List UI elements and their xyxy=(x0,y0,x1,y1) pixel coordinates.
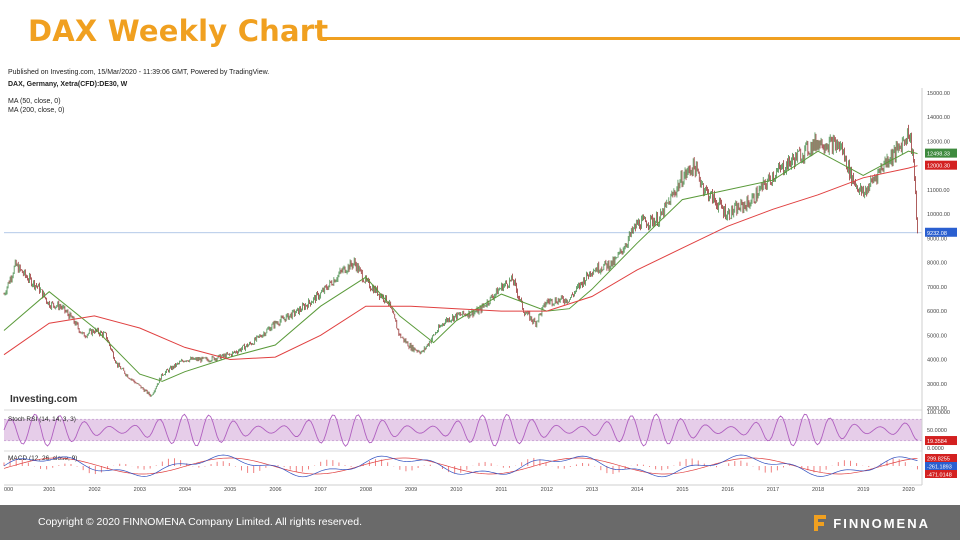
finnomena-logo-icon xyxy=(814,515,827,531)
brand: FINNOMENA xyxy=(812,513,930,533)
x-tick-label: 2018 xyxy=(812,487,824,493)
title-rule xyxy=(318,37,960,40)
y-tick-label: 6000.00 xyxy=(927,309,947,315)
macd-value-label: -471.0148 xyxy=(927,473,952,479)
x-tick-label: 2008 xyxy=(360,487,372,493)
y-tick-label: 8000.00 xyxy=(927,261,947,267)
ma50-line xyxy=(3,150,918,382)
y-tick-label: 9000.00 xyxy=(927,236,947,242)
macd-label: MACD (12, 26, close, 9) xyxy=(8,455,77,462)
x-tick-label: 2001 xyxy=(43,487,55,493)
y-tick-label: 15000.00 xyxy=(927,91,950,97)
ma50-price-label-bg xyxy=(925,148,957,158)
x-tick-label: 2010 xyxy=(450,487,462,493)
last-price-label: 9232.08 xyxy=(927,231,947,237)
x-tick-label: 2015 xyxy=(676,487,688,493)
investing-watermark: Investing.com xyxy=(10,394,77,405)
copyright-text: Copyright © 2020 FINNOMENA Company Limit… xyxy=(38,516,363,528)
x-tick-label: 2009 xyxy=(405,487,417,493)
slide-title: DAX Weekly Chart xyxy=(28,14,329,48)
y-tick-label: 2000.00 xyxy=(927,406,947,412)
x-tick-label: 2002 xyxy=(88,487,100,493)
footer-bar: Copyright © 2020 FINNOMENA Company Limit… xyxy=(0,505,960,540)
y-tick-label: 4000.00 xyxy=(927,358,947,364)
ma50-legend: MA (50, close, 0) xyxy=(8,98,61,105)
x-tick-label: 2020 xyxy=(902,487,914,493)
y-tick-label: 11000.00 xyxy=(927,188,950,194)
price-candles xyxy=(3,124,918,397)
stoch-tick-label: 0.0000 xyxy=(927,446,944,452)
stoch-rsi-line xyxy=(3,413,918,447)
x-tick-label: 2006 xyxy=(269,487,281,493)
y-tick-label: 7000.00 xyxy=(927,285,947,291)
price-chart: Published on Investing.com, 15/Mar/2020 … xyxy=(3,69,957,493)
y-tick-label: 3000.00 xyxy=(927,382,947,388)
macd-value-bg xyxy=(925,462,957,470)
stoch-rsi-label: Stoch RSI (14, 14, 3, 3) xyxy=(8,416,76,423)
x-tick-label: 2013 xyxy=(586,487,598,493)
x-tick-label: 000 xyxy=(4,487,13,493)
ma200-legend: MA (200, close, 0) xyxy=(8,107,64,114)
x-tick-label: 2004 xyxy=(179,487,191,493)
macd-line xyxy=(3,454,918,478)
ma50-price-label: 12498.33 xyxy=(927,152,950,158)
x-tick-label: 2019 xyxy=(857,487,869,493)
ma200-line xyxy=(3,165,918,361)
stoch-last-bg xyxy=(925,436,957,446)
macd-value-label: 299.8255 xyxy=(927,457,950,463)
y-tick-label: 10000.00 xyxy=(927,212,950,218)
last-price-label-bg xyxy=(925,227,957,237)
stoch-tick-label: 100.0000 xyxy=(927,410,950,416)
ma200-price-label: 12000.30 xyxy=(927,164,950,170)
macd-value-bg xyxy=(925,470,957,478)
x-tick-label: 2005 xyxy=(224,487,236,493)
brand-name: FINNOMENA xyxy=(833,515,930,531)
x-tick-label: 2016 xyxy=(722,487,734,493)
macd-value-bg xyxy=(925,454,957,462)
y-tick-label: 13000.00 xyxy=(927,139,950,145)
stoch-last-label: 19.3584 xyxy=(927,439,947,445)
x-tick-label: 2017 xyxy=(767,487,779,493)
y-tick-label: 5000.00 xyxy=(927,333,947,339)
stoch-tick-label: 50.0000 xyxy=(927,428,947,434)
oscillator-panes: Stoch RSI (14, 14, 3, 3) 100.0000 50.0000 0… xyxy=(3,409,957,479)
x-tick-label: 2012 xyxy=(541,487,553,493)
stoch-band xyxy=(4,419,922,441)
x-tick-label: 2014 xyxy=(631,487,643,493)
x-tick-label: 2007 xyxy=(315,487,327,493)
x-tick-label: 2003 xyxy=(134,487,146,493)
macd-signal-line xyxy=(3,457,918,475)
axes: 15000.0014000.0013000.0012000.0011000.00… xyxy=(4,88,957,493)
symbol-label: DAX, Germany, Xetra(CFD):DE30, W xyxy=(8,81,128,88)
published-note: Published on Investing.com, 15/Mar/2020 … xyxy=(8,69,269,76)
ma200-price-label-bg xyxy=(925,160,957,170)
price-pane xyxy=(3,124,922,397)
macd-value-label: -261.1893 xyxy=(927,465,952,471)
x-tick-label: 2011 xyxy=(495,487,507,493)
y-tick-label: 14000.00 xyxy=(927,115,950,121)
